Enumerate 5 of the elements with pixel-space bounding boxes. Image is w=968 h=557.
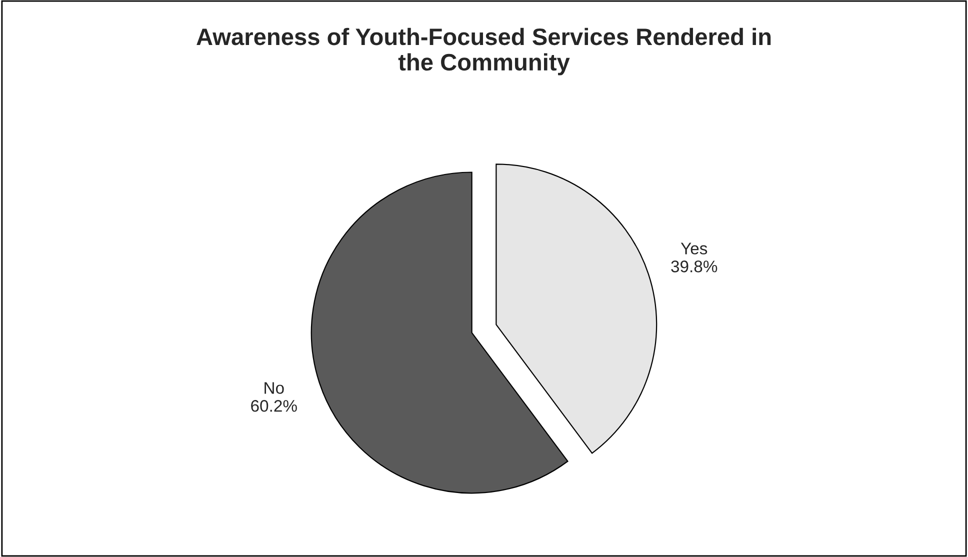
data-label: 60.2% [251,400,297,412]
chart-title: Awareness of Youth-Focused Services Rendered in the Community [196,28,771,76]
slice-label: No [264,382,284,394]
data-label: 39.8% [671,260,718,272]
slice-label: Yes [680,242,708,254]
